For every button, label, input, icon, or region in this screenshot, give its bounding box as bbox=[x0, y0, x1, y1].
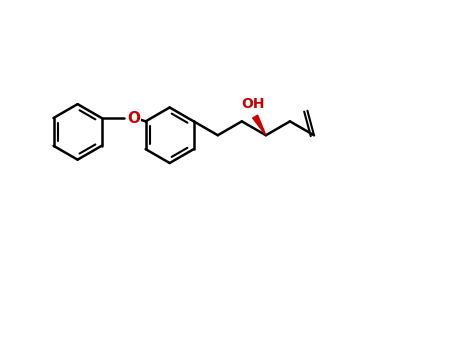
Text: O: O bbox=[127, 111, 141, 126]
Text: OH: OH bbox=[242, 97, 265, 111]
Polygon shape bbox=[253, 115, 266, 135]
